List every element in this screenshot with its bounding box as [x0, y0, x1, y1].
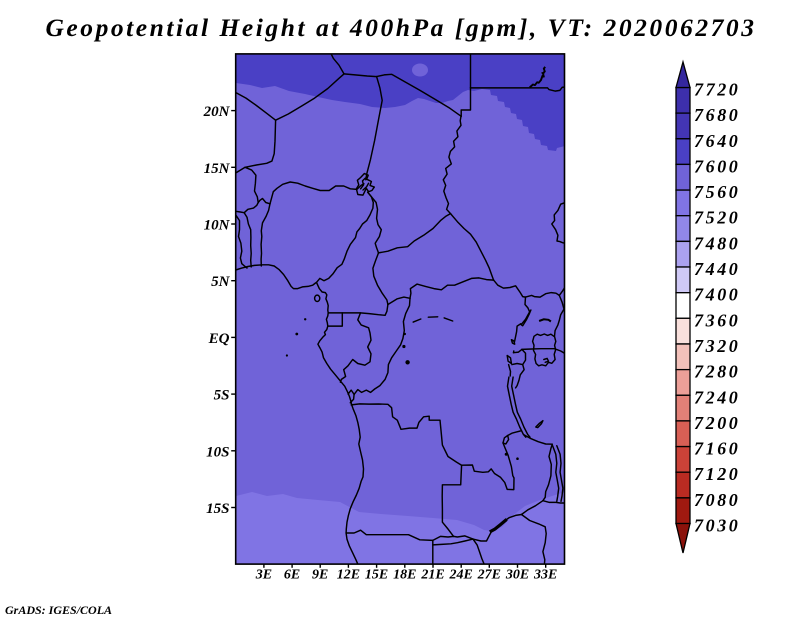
svg-text:7360: 7360	[694, 310, 740, 330]
svg-text:7440: 7440	[694, 259, 740, 279]
svg-text:27E: 27E	[477, 568, 501, 583]
svg-text:21E: 21E	[420, 568, 444, 583]
svg-text:15S: 15S	[206, 501, 229, 517]
svg-text:7160: 7160	[694, 439, 740, 459]
svg-text:15E: 15E	[365, 568, 388, 583]
svg-text:7280: 7280	[694, 362, 740, 382]
svg-text:7720: 7720	[694, 80, 740, 100]
svg-text:30E: 30E	[505, 568, 529, 583]
svg-text:3E: 3E	[255, 568, 272, 583]
svg-text:9E: 9E	[312, 568, 328, 583]
svg-text:7240: 7240	[694, 387, 740, 407]
svg-text:18E: 18E	[393, 568, 416, 583]
svg-text:7680: 7680	[694, 105, 740, 125]
svg-text:7560: 7560	[694, 182, 740, 202]
svg-text:Geopotential Height at 400hPa: Geopotential Height at 400hPa [gpm], VT:…	[45, 13, 756, 42]
svg-text:7520: 7520	[694, 208, 740, 228]
svg-text:10N: 10N	[204, 218, 231, 234]
svg-text:5S: 5S	[214, 388, 230, 404]
svg-text:24E: 24E	[449, 568, 473, 583]
svg-text:7320: 7320	[694, 336, 740, 356]
svg-text:7400: 7400	[694, 285, 740, 305]
svg-text:7480: 7480	[694, 233, 740, 253]
svg-text:EQ: EQ	[208, 331, 230, 347]
svg-text:12E: 12E	[337, 568, 360, 583]
svg-text:GrADS: IGES/COLA: GrADS: IGES/COLA	[5, 603, 112, 617]
svg-text:20N: 20N	[203, 104, 231, 120]
svg-text:6E: 6E	[284, 568, 300, 583]
svg-text:7600: 7600	[694, 156, 740, 176]
svg-text:5N: 5N	[211, 274, 231, 290]
svg-text:7030: 7030	[694, 516, 740, 536]
svg-text:7200: 7200	[694, 413, 740, 433]
svg-text:7120: 7120	[694, 464, 740, 484]
svg-text:7080: 7080	[694, 490, 740, 510]
svg-text:7640: 7640	[694, 131, 740, 151]
svg-text:10S: 10S	[206, 444, 229, 460]
svg-text:15N: 15N	[204, 161, 231, 177]
svg-text:33E: 33E	[533, 568, 557, 583]
